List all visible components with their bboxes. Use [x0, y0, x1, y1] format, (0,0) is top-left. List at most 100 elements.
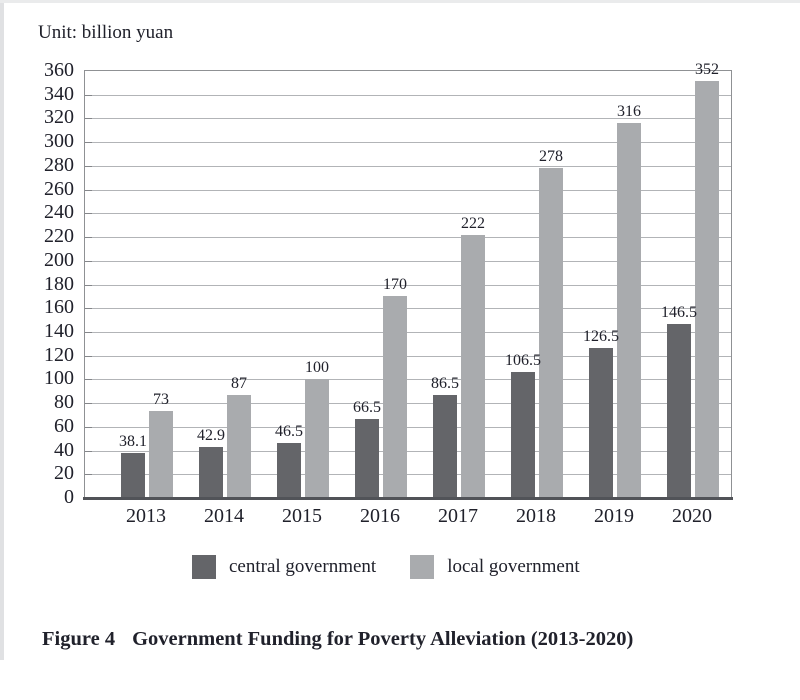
y-axis-tick	[85, 213, 92, 215]
y-axis-tick	[85, 355, 92, 357]
y-axis-tick-label: 280	[44, 153, 74, 176]
bar-local-government	[617, 123, 641, 498]
y-axis-tick-label: 160	[44, 296, 74, 319]
bar-value-label: 38.1	[119, 432, 147, 450]
bar-central-government	[277, 442, 301, 498]
gridline	[85, 94, 731, 96]
bar-value-label: 352	[695, 60, 719, 78]
bar-local-government	[695, 80, 719, 498]
x-axis-category-label: 2013	[126, 505, 166, 527]
x-axis-category-label: 2016	[360, 505, 400, 527]
y-axis-tick	[85, 308, 92, 310]
bar-value-label: 316	[617, 103, 641, 121]
figure-caption: Figure 4 Government Funding for Poverty A…	[42, 628, 633, 651]
bar-value-label: 170	[383, 276, 407, 294]
bar-central-government	[667, 324, 691, 498]
gridline	[85, 331, 731, 333]
y-axis-tick	[85, 142, 92, 144]
bar-central-government	[511, 371, 535, 498]
scan-edge-left	[0, 0, 4, 660]
gridline	[85, 213, 731, 215]
y-axis-tick	[85, 474, 92, 476]
y-axis-tick-label: 80	[54, 391, 74, 414]
bar-value-label: 100	[305, 359, 329, 377]
x-axis-category-label: 2014	[204, 505, 244, 527]
bar-value-label: 87	[231, 374, 247, 392]
bar-value-label: 46.5	[275, 422, 303, 440]
y-axis-tick	[85, 450, 92, 452]
gridline	[85, 165, 731, 167]
gridline	[85, 450, 731, 452]
y-axis-tick-label: 220	[44, 225, 74, 248]
x-axis-category-label: 2020	[672, 505, 712, 527]
bar-local-government	[461, 234, 485, 498]
gridline	[85, 237, 731, 239]
x-axis-category-label: 2018	[516, 505, 556, 527]
gridline	[85, 142, 731, 144]
y-axis-tick-label: 340	[44, 82, 74, 105]
y-axis-tick-label: 60	[54, 414, 74, 437]
gridline	[85, 426, 731, 428]
y-axis-tick-label: 100	[44, 367, 74, 390]
x-axis-line	[83, 497, 733, 500]
bar-central-government	[355, 419, 379, 498]
gridline	[85, 355, 731, 357]
gridline	[85, 284, 731, 286]
y-axis-tick-label: 0	[64, 486, 74, 508]
bar-central-government	[589, 347, 613, 498]
y-axis-tick-label: 200	[44, 248, 74, 271]
y-axis-tick-label: 20	[54, 462, 74, 485]
y-axis-tick	[85, 379, 92, 381]
gridline	[85, 189, 731, 191]
legend-label: central government	[229, 556, 377, 577]
gridline	[85, 260, 731, 262]
unit-label: Unit: billion yuan	[38, 22, 174, 43]
legend-label: local government	[447, 556, 580, 577]
bar-value-label: 126.5	[583, 327, 619, 345]
y-axis-tick-label: 300	[44, 130, 74, 153]
bar-local-government	[539, 168, 563, 498]
bar-central-government	[121, 452, 145, 498]
gridline	[85, 474, 731, 476]
bar-central-government	[433, 395, 457, 498]
bar-value-label: 86.5	[431, 375, 459, 393]
y-axis-tick	[85, 165, 92, 167]
y-axis-tick	[85, 403, 92, 405]
bar-value-label: 42.9	[197, 427, 225, 445]
legend-swatch	[192, 555, 216, 579]
y-axis: 0 20 40 60 80 100 120 140 160 180 200 220 240 260 280 3…	[0, 0, 80, 540]
y-axis-tick-label: 260	[44, 177, 74, 200]
x-axis-category-label: 2015	[282, 505, 322, 527]
x-axis-category-label: 2019	[594, 505, 634, 527]
y-axis-tick	[85, 189, 92, 191]
gridline	[85, 403, 731, 405]
legend-swatch	[410, 555, 435, 579]
figure-number: Figure 4	[42, 628, 116, 650]
bar-value-label: 106.5	[505, 351, 541, 369]
gridline	[85, 118, 731, 120]
bar-local-government	[383, 296, 407, 498]
y-axis-tick-label: 140	[44, 319, 74, 342]
bar-chart: 0 20 40 60 80 100 120 140 160 180 200 220 240 260 280 3…	[0, 0, 733, 540]
y-axis-tick-label: 180	[44, 272, 74, 295]
plot-area: 38.1 73 42.9 87 46.5 100 66.5 170 86.5 222 106.5 27…	[83, 61, 733, 500]
y-axis-tick	[85, 94, 92, 96]
bar-value-label: 73	[153, 391, 169, 409]
bar-local-government	[149, 411, 173, 498]
bar-local-government	[305, 379, 329, 498]
bar-value-label: 278	[539, 148, 563, 166]
y-axis-tick	[85, 237, 92, 239]
bar-local-government	[227, 394, 251, 498]
legend: central government local government	[192, 555, 580, 579]
legend-item: central government	[192, 555, 376, 579]
gridline	[85, 308, 731, 310]
bar-central-government	[199, 447, 223, 498]
y-axis-tick-label: 240	[44, 201, 74, 224]
bar-value-label: 222	[461, 214, 485, 232]
y-axis-tick	[85, 118, 92, 120]
gridline	[85, 379, 731, 381]
y-axis-tick-label: 40	[54, 438, 74, 461]
x-axis-labels: 2013 2014 2015 2016 2017 2018 2019 2020	[84, 503, 730, 531]
y-axis-tick-label: 120	[44, 343, 74, 366]
